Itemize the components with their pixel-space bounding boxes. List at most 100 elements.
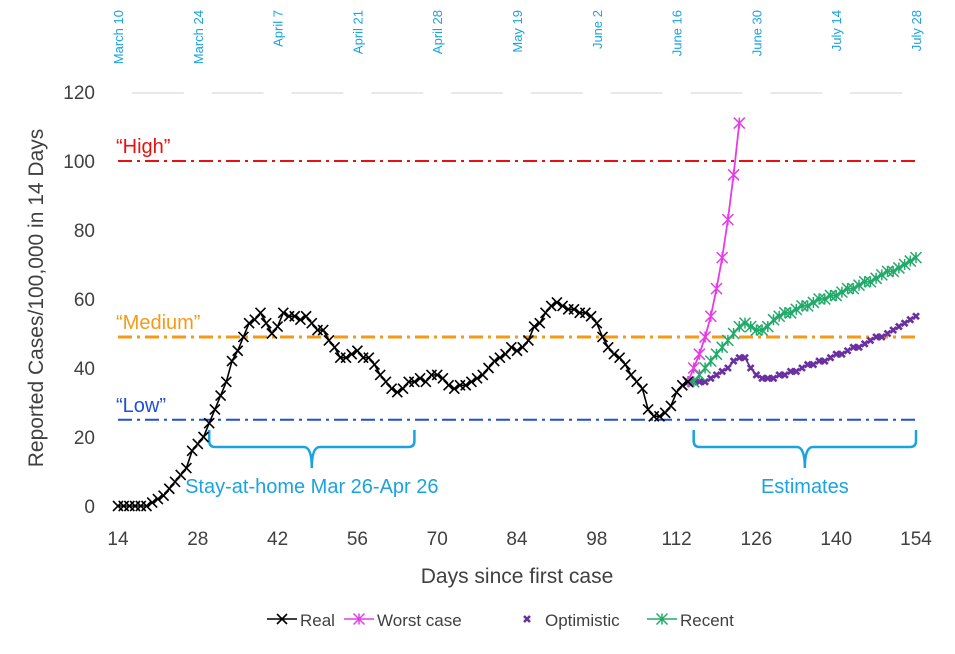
data-point-real bbox=[391, 386, 403, 398]
data-point-real bbox=[363, 352, 375, 364]
date-label-april-28: April 28 bbox=[430, 10, 445, 54]
data-point-real bbox=[232, 345, 244, 357]
data-point-recent bbox=[710, 348, 723, 361]
data-point-real bbox=[625, 369, 637, 381]
data-point-optimistic bbox=[889, 326, 898, 334]
data-point-recent bbox=[704, 355, 717, 368]
data-point-recent bbox=[835, 286, 848, 299]
x-tick-label: 42 bbox=[267, 529, 288, 550]
data-point-real bbox=[539, 307, 552, 319]
x-tick-label: 112 bbox=[661, 529, 691, 550]
legend-label-recent: Recent bbox=[680, 611, 734, 630]
data-point-real bbox=[443, 379, 455, 391]
data-point-real bbox=[671, 386, 683, 398]
data-point-real bbox=[477, 369, 489, 381]
data-point-recent bbox=[813, 292, 826, 306]
data-point-real bbox=[585, 310, 597, 322]
data-point-real bbox=[545, 300, 557, 312]
data-point-real bbox=[682, 376, 694, 388]
data-point-real bbox=[517, 341, 529, 353]
data-point-optimistic bbox=[769, 374, 778, 383]
data-point-recent bbox=[761, 320, 774, 333]
data-point-optimistic bbox=[820, 357, 829, 366]
data-point-recent bbox=[892, 261, 905, 274]
data-point-recent bbox=[847, 282, 860, 295]
data-point-optimistic bbox=[741, 353, 749, 362]
data-point-real bbox=[243, 317, 255, 329]
y-tick-label: 80 bbox=[74, 221, 95, 242]
x-tick-label: 28 bbox=[187, 529, 208, 550]
data-point-optimistic bbox=[883, 329, 892, 338]
data-point-optimistic bbox=[718, 367, 727, 376]
data-point-recent bbox=[750, 324, 763, 337]
series-recent bbox=[681, 251, 923, 388]
data-point-real bbox=[340, 352, 352, 364]
data-point-worst-case bbox=[704, 310, 717, 323]
data-point-real bbox=[568, 303, 580, 315]
date-label-july-14: July 14 bbox=[829, 10, 844, 51]
data-point-worst-case bbox=[733, 117, 746, 130]
y-axis-label: Reported Cases/100,000 in 14 Days bbox=[25, 129, 48, 468]
date-label-june-30: June 30 bbox=[749, 10, 764, 56]
y-tick-label: 100 bbox=[63, 152, 95, 173]
data-point-recent bbox=[898, 258, 911, 271]
x-axis-label: Days since first case bbox=[421, 565, 614, 588]
y-tick-label: 60 bbox=[74, 290, 95, 311]
threshold-label-medium: “Medium” bbox=[116, 312, 200, 334]
data-point-real bbox=[602, 341, 614, 353]
y-tick-label: 20 bbox=[74, 428, 95, 449]
data-point-real bbox=[448, 383, 460, 395]
data-point-real bbox=[254, 307, 267, 319]
data-point-real bbox=[494, 352, 506, 364]
annotation-stay-at-home-mar-26-apr-26: Stay-at-home Mar 26-Apr 26 bbox=[185, 476, 438, 498]
legend-item-worst-case: Worst case bbox=[344, 611, 462, 630]
data-point-real bbox=[460, 379, 472, 391]
data-point-real bbox=[260, 317, 272, 329]
data-point-real bbox=[614, 352, 626, 364]
data-point-real bbox=[636, 383, 648, 395]
data-point-real bbox=[557, 300, 569, 312]
data-point-optimistic bbox=[894, 322, 903, 331]
data-point-real bbox=[140, 500, 153, 512]
data-point-optimistic bbox=[860, 339, 869, 348]
data-point-recent bbox=[864, 275, 877, 288]
y-tick-label: 40 bbox=[74, 359, 95, 380]
x-tick-label: 140 bbox=[820, 529, 852, 550]
legend-item-real: Real bbox=[267, 611, 335, 630]
data-point-optimistic bbox=[792, 367, 801, 376]
data-point-real bbox=[249, 314, 261, 326]
data-point-optimistic bbox=[701, 377, 710, 386]
data-point-real bbox=[186, 445, 198, 457]
x-tick-label: 98 bbox=[586, 529, 607, 550]
x-tick-label: 70 bbox=[427, 529, 448, 550]
series-worst-case bbox=[681, 117, 746, 388]
data-point-real bbox=[608, 348, 620, 360]
data-point-real bbox=[300, 310, 312, 322]
data-point-real bbox=[488, 355, 500, 367]
data-point-worst-case bbox=[687, 361, 700, 375]
data-point-real bbox=[163, 483, 175, 495]
data-point-recent bbox=[693, 368, 706, 381]
legend: Real Worst case Optimistic Recent bbox=[267, 611, 734, 630]
data-point-real bbox=[180, 462, 192, 474]
date-label-june-2: June 2 bbox=[590, 10, 605, 49]
data-point-real bbox=[653, 410, 666, 422]
data-point-real bbox=[500, 348, 512, 360]
data-point-real bbox=[209, 403, 221, 415]
data-point-optimistic bbox=[729, 357, 738, 366]
series-real bbox=[112, 296, 694, 512]
data-point-real bbox=[203, 417, 215, 429]
data-point-optimistic bbox=[712, 370, 721, 379]
data-point-optimistic bbox=[746, 364, 755, 372]
data-point-real bbox=[505, 341, 517, 353]
y-tick-label: 0 bbox=[84, 497, 95, 518]
data-point-optimistic bbox=[837, 350, 846, 359]
data-point-real bbox=[528, 321, 540, 333]
data-point-real bbox=[397, 383, 409, 395]
data-point-real bbox=[431, 369, 443, 381]
data-point-real bbox=[226, 355, 238, 367]
data-point-recent bbox=[887, 265, 900, 278]
data-point-real bbox=[346, 348, 358, 360]
